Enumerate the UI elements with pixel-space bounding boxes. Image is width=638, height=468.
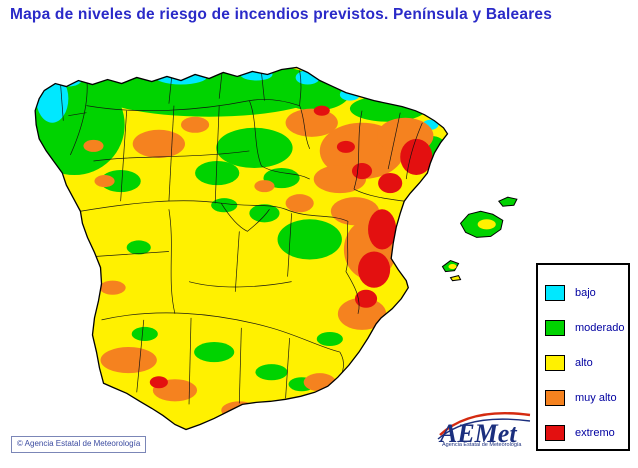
legend-row-bajo: bajo [538, 275, 628, 310]
legend-label-alto: alto [575, 356, 593, 369]
coastline-peninsula [34, 66, 449, 431]
balearic-islands [441, 196, 518, 282]
legend-swatch-bajo [545, 284, 565, 301]
spain-fire-risk-map [8, 50, 536, 458]
legend-row-moderado: moderado [538, 310, 628, 345]
province-borders [59, 70, 423, 405]
legend-swatch-moderado [545, 319, 565, 336]
legend-swatch-alto [545, 354, 565, 371]
legend-label-muy-alto: muy alto [575, 391, 617, 404]
risk-zones-extremo [149, 105, 433, 389]
legend-row-extremo: extremo [538, 415, 628, 450]
aemet-logo-mark: AEMet [437, 412, 531, 445]
legend-swatch-extremo [545, 424, 565, 441]
aemet-logo-text: AEMet [438, 419, 517, 445]
legend-label-bajo: bajo [575, 286, 596, 299]
legend-label-moderado: moderado [575, 321, 625, 334]
aemet-logo: AEMet Agencia Estatal de Meteorología [436, 405, 534, 457]
legend-label-extremo: extremo [575, 426, 615, 439]
legend-row-alto: alto [538, 345, 628, 380]
page-title: Mapa de niveles de riesgo de incendios p… [10, 6, 553, 23]
legend-row-muy-alto: muy alto [538, 380, 628, 415]
copyright-badge: © Agencia Estatal de Meteorología [11, 436, 147, 453]
legend-swatch-muy-alto [545, 389, 565, 406]
risk-legend: bajo moderado alto muy alto extremo [536, 263, 630, 451]
map-canvas [34, 66, 518, 431]
aemet-logo-subtext: Agencia Estatal de Meteorología [442, 442, 522, 448]
